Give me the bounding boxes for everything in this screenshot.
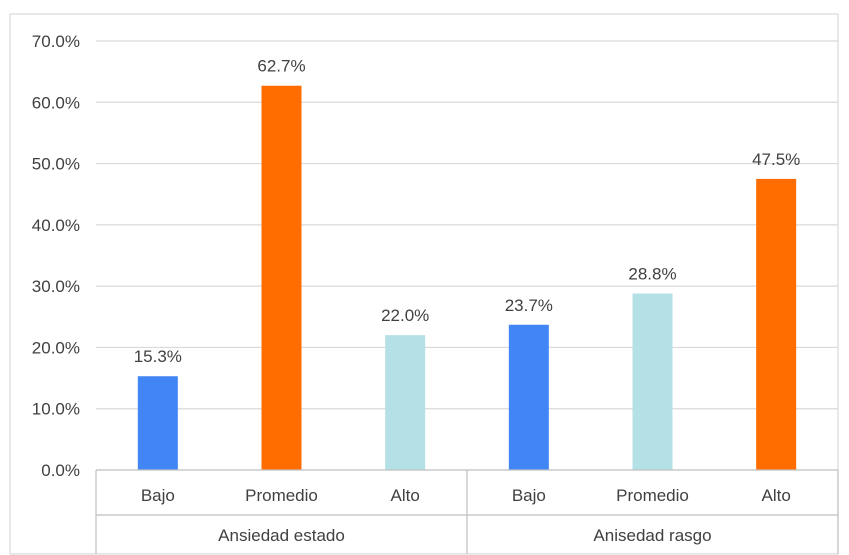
bar <box>632 293 673 470</box>
bar <box>508 324 549 470</box>
y-tick-label: 20.0% <box>32 338 80 357</box>
data-label: 47.5% <box>752 150 800 169</box>
y-tick-label: 0.0% <box>41 461 80 480</box>
data-labels: 15.3% 62.7% 22.0% 23.7% 28.8% 47.5% <box>134 57 801 366</box>
category-label: Promedio <box>616 486 689 505</box>
data-label: 62.7% <box>257 57 305 76</box>
axes: 0.0% 10.0% 20.0% 30.0% 40.0% 50.0% 60.0% 70.0% B… <box>32 32 839 554</box>
category-label: Promedio <box>245 486 318 505</box>
bar <box>261 85 302 470</box>
category-label: Bajo <box>141 486 175 505</box>
y-tick-label: 50.0% <box>32 155 80 174</box>
y-tick-label: 70.0% <box>32 32 80 51</box>
category-label: Alto <box>762 486 791 505</box>
bar <box>137 376 178 470</box>
gridlines <box>96 40 838 410</box>
y-tick-label: 60.0% <box>32 93 80 112</box>
y-tick-label: 40.0% <box>32 216 80 235</box>
group-label: Anisedad rasgo <box>593 526 711 545</box>
data-label: 23.7% <box>505 296 553 315</box>
data-label: 28.8% <box>628 264 676 283</box>
data-label: 22.0% <box>381 306 429 325</box>
bars <box>137 85 797 470</box>
category-label: Bajo <box>512 486 546 505</box>
group-label: Ansiedad estado <box>218 526 345 545</box>
y-tick-label: 30.0% <box>32 277 80 296</box>
chart-border <box>9 13 839 555</box>
y-tick-label: 10.0% <box>32 400 80 419</box>
bar <box>756 178 797 470</box>
data-label: 15.3% <box>134 347 182 366</box>
bar <box>385 335 426 470</box>
category-label: Alto <box>391 486 420 505</box>
